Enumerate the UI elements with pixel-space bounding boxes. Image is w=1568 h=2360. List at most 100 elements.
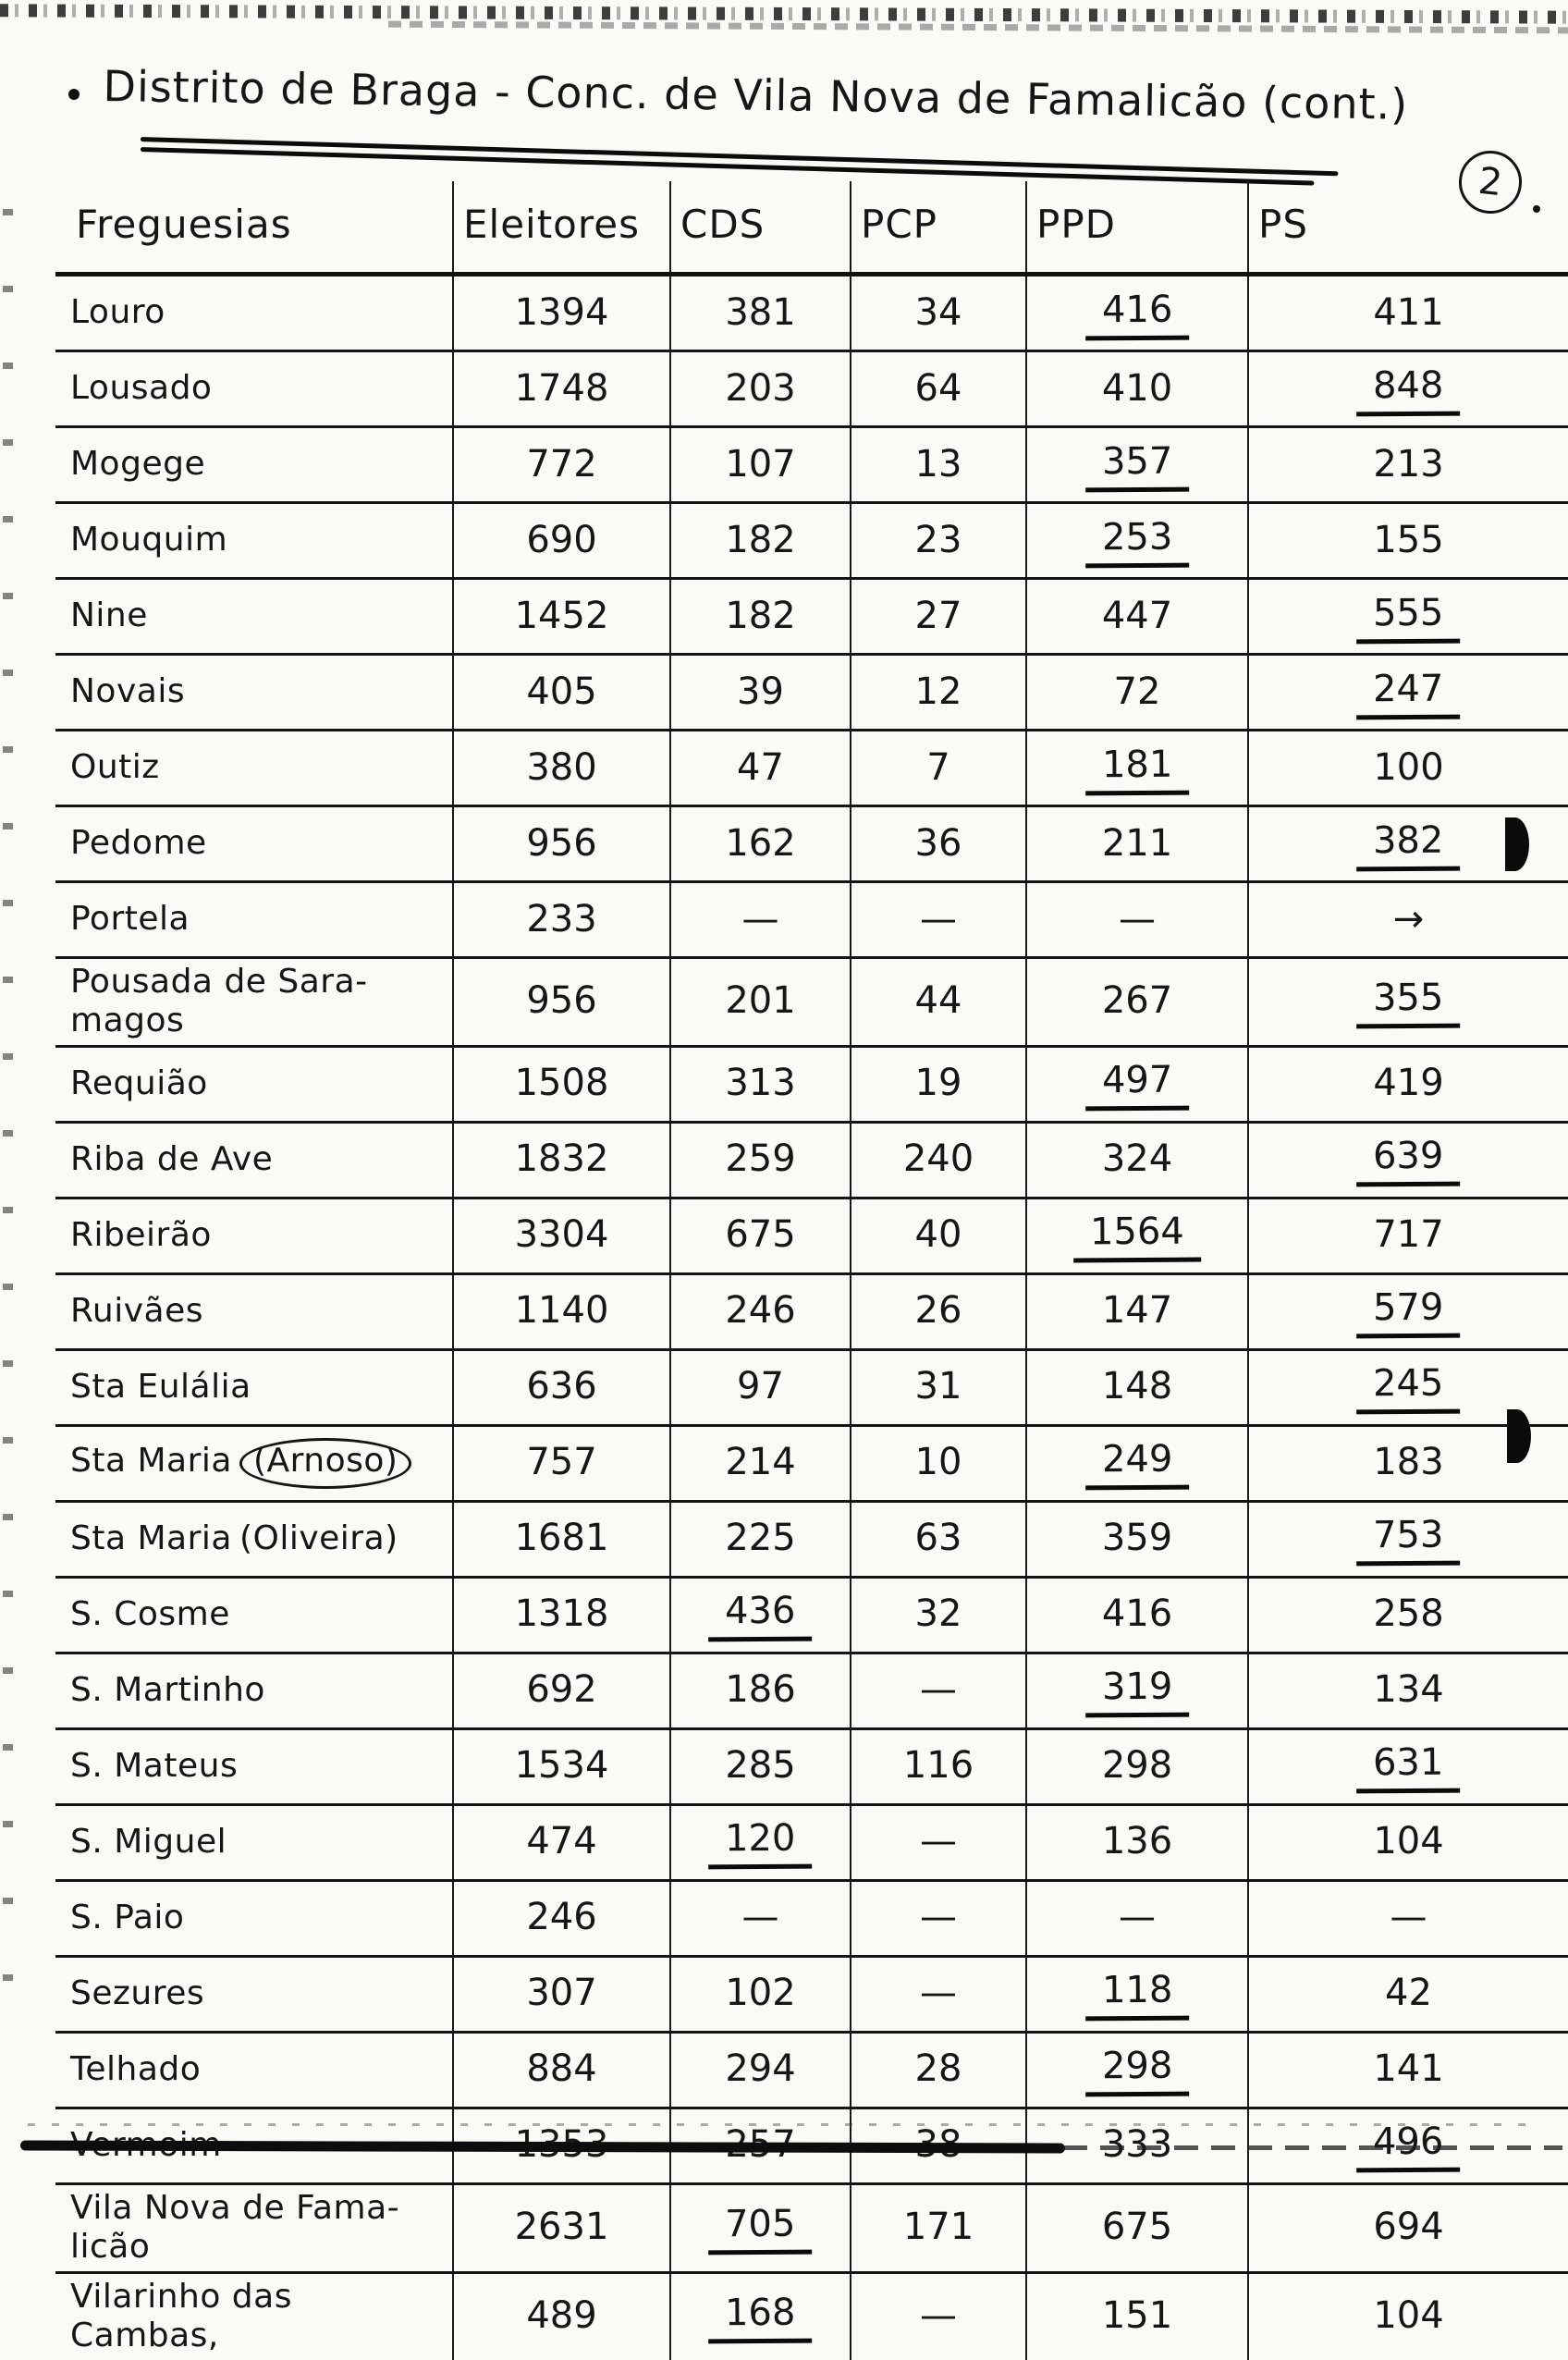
freguesia-name-cell: Nine [55, 578, 453, 656]
pcp-votes-value: 27 [914, 594, 962, 637]
table-row: Vilarinho das Cambas, 489 168 — 151 104 [55, 2272, 1568, 2360]
eleitores-value: 1394 [514, 290, 609, 334]
ps-votes-value: 639 [1356, 1133, 1461, 1187]
ps-votes-value: 245 [1356, 1360, 1461, 1415]
eleitores-value: 233 [526, 897, 597, 940]
ppd-votes-value: 359 [1101, 1517, 1173, 1560]
pcp-cell: — [850, 1956, 1026, 2034]
column-header-ppd: PPD [1025, 181, 1248, 277]
pcp-votes-value: 36 [914, 821, 962, 865]
freguesia-name: Riba de Ave [70, 1140, 274, 1179]
table-row: Ruivães 1140 246 26 147 579 [55, 1273, 1568, 1351]
freguesia-name-cell: S. Mateus [55, 1728, 453, 1806]
freguesia-name: Portela [70, 900, 190, 939]
pcp-cell: 171 [850, 2183, 1026, 2274]
ppd-votes-value: 267 [1101, 979, 1173, 1023]
freguesia-name: Vila Nova de Fama- licão [70, 2188, 400, 2267]
eleitores-value: 246 [526, 1896, 597, 1939]
freguesia-name: Ribeirão [70, 1216, 212, 1255]
freguesia-name: S. Miguel [70, 1823, 227, 1862]
cds-cell: 214 [669, 1425, 851, 1503]
freguesia-name-cell: Vilarinho das Cambas, [55, 2272, 453, 2359]
eleitores-value: 956 [526, 979, 597, 1023]
ps-votes-value: 753 [1356, 1512, 1461, 1567]
freguesia-name: Sta Eulália [70, 1368, 251, 1407]
eleitores-value: 380 [526, 745, 597, 789]
ppd-votes-value: 497 [1084, 1057, 1190, 1112]
freguesia-name: Sta Maria [70, 1442, 232, 1481]
ppd-cell: — [1025, 881, 1248, 959]
table-row: Pedome 956 162 36 211 382 [55, 805, 1568, 883]
table-row: Nine 1452 182 27 447 555 [55, 578, 1568, 656]
eleitores-cell: 1318 [452, 1577, 670, 1654]
cds-cell: 201 [669, 957, 851, 1048]
ps-votes-value: 848 [1356, 362, 1461, 416]
ppd-votes-value: 298 [1101, 1744, 1173, 1788]
ppd-votes-value: 151 [1101, 2294, 1173, 2338]
ppd-cell: 151 [1025, 2272, 1248, 2360]
pcp-cell: 26 [850, 1273, 1026, 1351]
table-row: Telhado 884 294 28 298 141 [55, 2032, 1568, 2109]
ppd-cell: 298 [1025, 1728, 1248, 1806]
ppd-votes-value: 675 [1101, 2206, 1173, 2249]
freguesia-name: Telhado [70, 2050, 202, 2089]
eleitores-cell: 956 [452, 957, 670, 1048]
table-row: Pousada de Sara- magos 956 201 44 267 35… [55, 957, 1568, 1048]
ps-votes-value: 100 [1373, 745, 1444, 789]
freguesia-name: S. Paio [70, 1899, 185, 1937]
eleitores-cell: 1748 [452, 350, 670, 428]
table-row: Sta Maria (Oliveira) 1681 225 63 359 753 [55, 1501, 1568, 1579]
eleitores-value: 1681 [514, 1517, 609, 1560]
pcp-cell: 44 [850, 957, 1026, 1048]
freguesia-name: Pousada de Sara- magos [70, 963, 368, 1040]
ps-votes-value: 555 [1356, 589, 1461, 644]
ps-votes-value: 141 [1373, 2047, 1444, 2091]
freguesia-name-cell: Portela [55, 881, 453, 959]
column-header-pcp: PCP [850, 181, 1026, 277]
cds-votes-value: 120 [708, 1815, 813, 1870]
eleitores-cell: 233 [452, 881, 670, 959]
ppd-votes-value: 357 [1084, 437, 1190, 492]
ppd-votes-value: 1564 [1072, 1208, 1202, 1263]
ps-cell: 419 [1247, 1046, 1568, 1124]
eleitores-value: 1140 [514, 1289, 609, 1333]
cds-cell: 436 [669, 1577, 851, 1654]
ps-cell: 717 [1247, 1198, 1568, 1275]
pcp-cell: 12 [850, 654, 1026, 731]
eleitores-value: 690 [526, 518, 597, 561]
freguesia-name: S. Cosme [70, 1595, 230, 1634]
ps-cell: 555 [1247, 578, 1568, 656]
pcp-votes-value: 44 [914, 979, 962, 1023]
ps-cell: 247 [1247, 654, 1568, 731]
cds-votes-value: — [741, 1896, 779, 1939]
column-header-freguesias: Freguesias [55, 181, 453, 277]
pcp-cell: — [850, 1653, 1026, 1730]
ppd-cell: 211 [1025, 805, 1248, 883]
ps-cell: — [1247, 1880, 1568, 1958]
ps-votes-value: 382 [1356, 817, 1461, 871]
ppd-cell: 118 [1025, 1956, 1248, 2034]
freguesia-name-cell: Louro [55, 274, 453, 352]
freguesia-name: Mogege [70, 445, 206, 484]
table-row: S. Miguel 474 120 — 136 104 [55, 1804, 1568, 1882]
column-header-cds: CDS [669, 181, 851, 277]
ps-votes-value: 213 [1373, 442, 1444, 486]
eleitores-value: 692 [526, 1668, 597, 1712]
cds-votes-value: 225 [725, 1517, 796, 1560]
pcp-votes-value: 34 [914, 290, 962, 334]
pcp-votes-value: — [920, 1668, 957, 1712]
column-header-eleitores: Eleitores [452, 181, 670, 277]
pcp-cell: 64 [850, 350, 1026, 428]
eleitores-value: 3304 [514, 1213, 609, 1257]
table-row: Louro 1394 381 34 416 411 [55, 274, 1568, 352]
ps-votes-value: 631 [1356, 1739, 1461, 1794]
pcp-votes-value: — [920, 1820, 957, 1863]
scan-noise-left-margin [3, 139, 13, 2034]
freguesia-name: Sezures [70, 1974, 205, 2013]
eleitores-value: 1318 [514, 1592, 609, 1636]
ps-votes-value: 579 [1356, 1284, 1461, 1339]
eleitores-cell: 956 [452, 805, 670, 883]
ps-votes-value: 247 [1356, 665, 1461, 719]
pcp-cell: 116 [850, 1728, 1026, 1806]
cds-cell: 120 [669, 1804, 851, 1882]
